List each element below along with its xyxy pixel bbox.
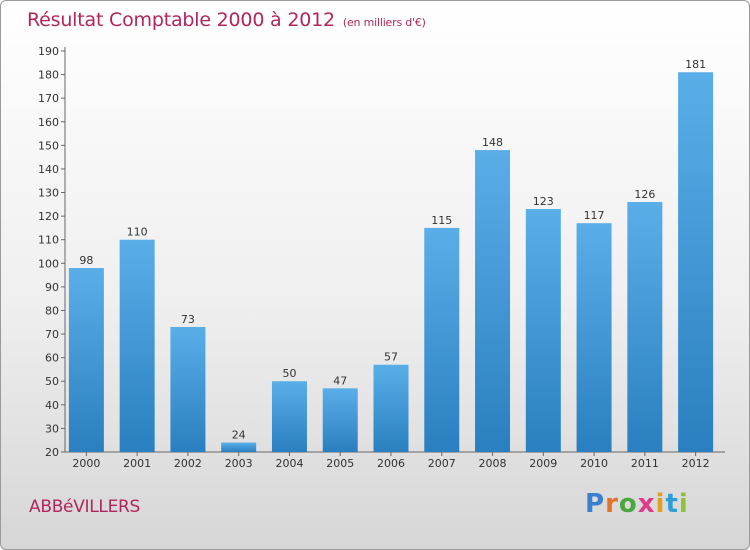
y-tick-label-80: 80 bbox=[45, 304, 59, 317]
bar-2008 bbox=[475, 150, 511, 452]
y-tick-label-30: 30 bbox=[45, 422, 59, 435]
y-tick-label-140: 140 bbox=[38, 163, 59, 176]
bar-value-2003: 24 bbox=[232, 429, 246, 442]
y-tick-label-170: 170 bbox=[38, 92, 59, 105]
bar-2011 bbox=[627, 201, 663, 452]
x-tick-label-2008: 2008 bbox=[479, 457, 507, 470]
bar-value-2001: 110 bbox=[127, 226, 148, 239]
bar-2005 bbox=[322, 388, 358, 452]
logo-letter: i bbox=[678, 489, 689, 519]
y-tick-label-110: 110 bbox=[38, 234, 59, 247]
y-tick-label-40: 40 bbox=[45, 399, 59, 412]
bar-value-2011: 126 bbox=[634, 188, 655, 201]
logo-letter: x bbox=[637, 489, 656, 519]
y-tick-label-150: 150 bbox=[38, 139, 59, 152]
y-tick-label-90: 90 bbox=[45, 281, 59, 294]
x-tick-label-2010: 2010 bbox=[580, 457, 608, 470]
x-tick-label-2003: 2003 bbox=[225, 457, 253, 470]
y-tick-label-60: 60 bbox=[45, 352, 59, 365]
bar-value-2002: 73 bbox=[181, 313, 195, 326]
bar-2000 bbox=[68, 268, 104, 452]
x-tick-label-2000: 2000 bbox=[72, 457, 100, 470]
logo-letter: o bbox=[618, 489, 638, 519]
logo-letter: i bbox=[655, 489, 666, 519]
bar-2003 bbox=[221, 442, 257, 452]
x-tick-label-2002: 2002 bbox=[174, 457, 202, 470]
bar-2010 bbox=[576, 223, 612, 452]
x-tick-label-2011: 2011 bbox=[631, 457, 659, 470]
y-tick-label-70: 70 bbox=[45, 328, 59, 341]
y-tick-label-20: 20 bbox=[45, 446, 59, 459]
bar-value-2004: 50 bbox=[282, 367, 296, 380]
bar-2012 bbox=[678, 72, 714, 453]
x-tick-label-2009: 2009 bbox=[529, 457, 557, 470]
x-tick-label-2006: 2006 bbox=[377, 457, 405, 470]
y-tick-label-120: 120 bbox=[38, 210, 59, 223]
y-tick-label-50: 50 bbox=[45, 375, 59, 388]
x-tick-label-2007: 2007 bbox=[428, 457, 456, 470]
commune-name: ABBéVILLERS bbox=[29, 497, 141, 517]
bar-value-2007: 115 bbox=[431, 214, 452, 227]
y-tick-label-100: 100 bbox=[38, 257, 59, 270]
bar-2007 bbox=[424, 227, 460, 452]
bar-2009 bbox=[525, 209, 561, 452]
x-tick-label-2005: 2005 bbox=[326, 457, 354, 470]
bar-2004 bbox=[271, 381, 307, 452]
logo-letter: P bbox=[585, 489, 606, 519]
bar-2001 bbox=[119, 239, 155, 452]
y-tick-label-130: 130 bbox=[38, 187, 59, 200]
chart-title: Résultat Comptable 2000 à 2012 (en millie… bbox=[27, 9, 426, 31]
proxiti-logo: Proxiti bbox=[585, 489, 689, 519]
x-tick-label-2001: 2001 bbox=[123, 457, 151, 470]
y-tick-label-180: 180 bbox=[38, 69, 59, 82]
chart-unit: (en milliers d'€) bbox=[342, 16, 426, 29]
bar-value-2012: 181 bbox=[685, 58, 706, 71]
bar-value-2000: 98 bbox=[79, 254, 93, 267]
x-tick-label-2012: 2012 bbox=[682, 457, 710, 470]
bar-value-2009: 123 bbox=[533, 195, 554, 208]
y-tick-label-190: 190 bbox=[38, 45, 59, 58]
bar-2006 bbox=[373, 364, 409, 452]
logo-letter: r bbox=[605, 489, 619, 519]
bar-value-2006: 57 bbox=[384, 351, 398, 364]
chart-title-text: Résultat Comptable 2000 à 2012 bbox=[27, 9, 335, 31]
y-tick-label-160: 160 bbox=[38, 116, 59, 129]
bar-value-2005: 47 bbox=[333, 374, 347, 387]
bar-value-2008: 148 bbox=[482, 136, 503, 149]
bar-value-2010: 117 bbox=[584, 209, 605, 222]
logo-letter: t bbox=[665, 489, 679, 519]
bar-2002 bbox=[170, 326, 206, 452]
x-tick-label-2004: 2004 bbox=[275, 457, 303, 470]
